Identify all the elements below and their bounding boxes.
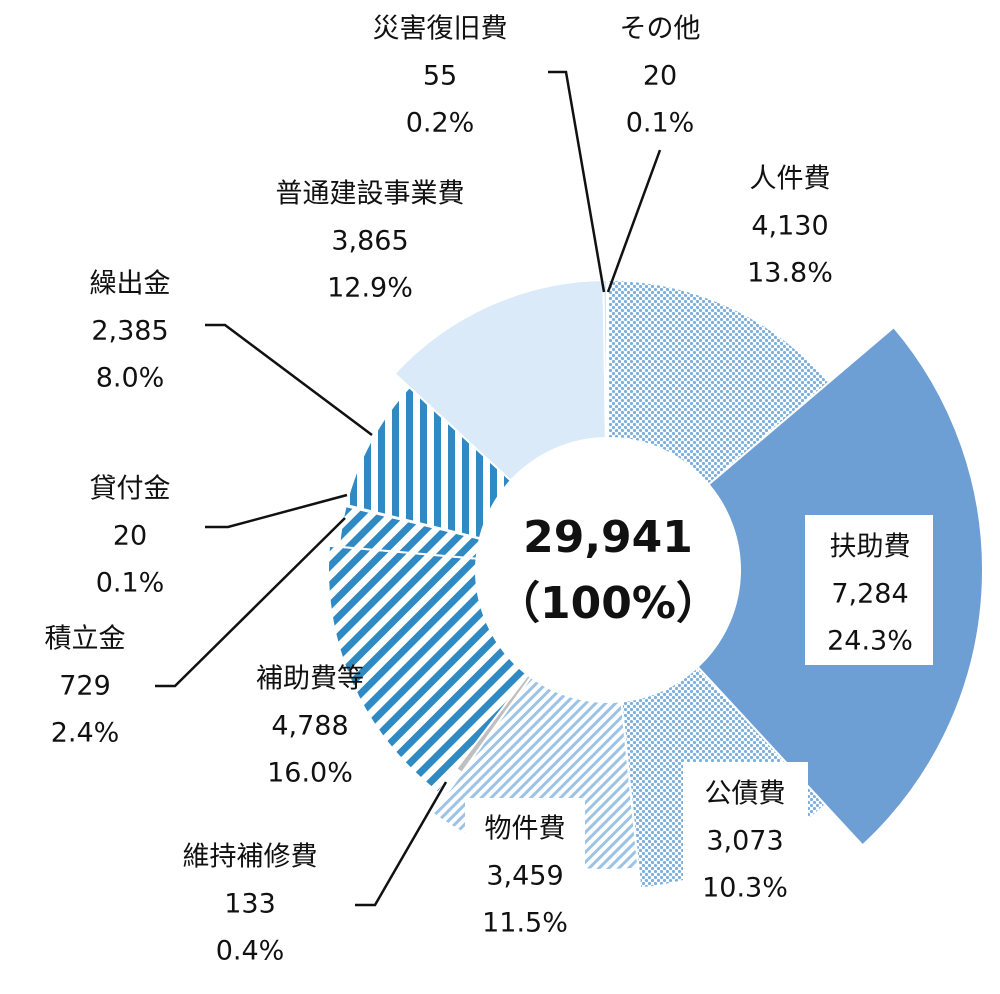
value-label: 20 bbox=[113, 521, 147, 552]
percent-label: 2.4% bbox=[51, 718, 120, 749]
percent-label: 0.4% bbox=[216, 936, 285, 967]
percent-label: 8.0% bbox=[96, 363, 165, 394]
slice bbox=[607, 278, 831, 486]
value-label: 20 bbox=[643, 61, 677, 92]
center-total: 29,941 bbox=[523, 512, 693, 563]
percent-label: 16.0% bbox=[267, 758, 353, 789]
category-label: その他 bbox=[620, 14, 701, 45]
leader-line bbox=[155, 517, 346, 688]
center-percent: （100%） bbox=[496, 578, 720, 629]
percent-label: 13.8% bbox=[747, 258, 833, 289]
value-label: 3,073 bbox=[706, 826, 783, 857]
leader-line bbox=[205, 493, 348, 529]
category-label: 物件費 bbox=[485, 814, 566, 845]
percent-label: 0.2% bbox=[406, 108, 475, 139]
leader-line bbox=[548, 70, 606, 293]
value-label: 4,788 bbox=[271, 711, 348, 742]
value-label: 729 bbox=[59, 671, 111, 702]
category-label: 補助費等 bbox=[256, 664, 364, 695]
category-label: 維持補修費 bbox=[183, 842, 318, 873]
labels: 人件費 4,130 13.8% 扶助費 7,284 24.3% 公債費 3,073 10.3% 物… bbox=[45, 14, 933, 967]
slice bbox=[327, 544, 530, 794]
value-label: 133 bbox=[224, 889, 276, 920]
percent-label: 12.9% bbox=[327, 273, 413, 304]
percent-label: 24.3% bbox=[827, 626, 913, 657]
leader-line bbox=[355, 781, 448, 907]
slice bbox=[393, 279, 607, 483]
category-label: 扶助費 bbox=[830, 532, 911, 563]
label-box bbox=[683, 762, 808, 912]
category-label: 積立金 bbox=[45, 624, 126, 655]
percent-label: 11.5% bbox=[482, 908, 568, 939]
value-label: 7,284 bbox=[831, 579, 908, 610]
label-box bbox=[805, 515, 933, 665]
leader-line bbox=[606, 149, 662, 293]
category-label: 普通建設事業費 bbox=[276, 179, 465, 210]
value-label: 3,865 bbox=[331, 226, 408, 257]
value-label: 4,130 bbox=[751, 211, 828, 242]
category-label: 繰出金 bbox=[90, 269, 171, 300]
value-label: 3,459 bbox=[486, 861, 563, 892]
value-label: 55 bbox=[423, 61, 457, 92]
percent-label: 10.3% bbox=[702, 873, 788, 904]
category-label: 災害復旧費 bbox=[373, 14, 508, 45]
label-box bbox=[465, 798, 585, 948]
percent-label: 0.1% bbox=[96, 568, 165, 599]
leader-line bbox=[205, 323, 373, 437]
category-label: 人件費 bbox=[750, 164, 831, 195]
percent-label: 0.1% bbox=[626, 108, 695, 139]
value-label: 2,385 bbox=[91, 316, 168, 347]
category-label: 公債費 bbox=[705, 779, 786, 810]
category-label: 貸付金 bbox=[90, 474, 171, 505]
slice bbox=[605, 278, 609, 440]
leader-lines bbox=[155, 70, 662, 907]
